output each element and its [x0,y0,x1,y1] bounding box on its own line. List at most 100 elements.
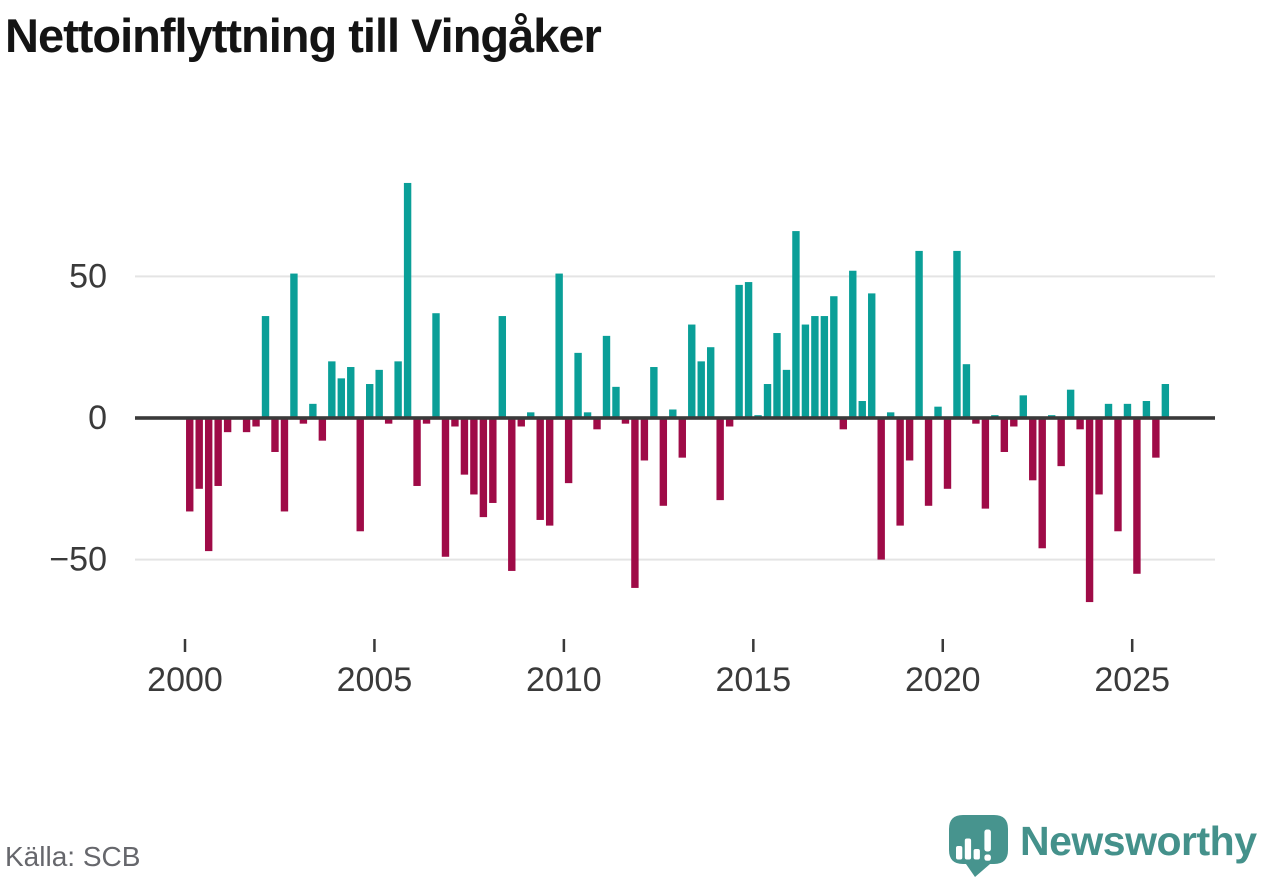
bar-2013Q1 [678,418,686,458]
bar-2022Q2 [1029,418,1037,481]
bar-2009Q1 [527,412,535,418]
bar-2005Q1 [375,369,383,418]
bar-2009Q3 [545,418,554,526]
bar-2015Q3 [773,333,781,418]
bar-2016Q4 [820,316,829,418]
x-tick-mark-2005 [373,639,376,652]
bar-2013Q3 [697,361,705,418]
bar-2007Q1 [451,418,459,427]
bar-2003Q4 [328,361,336,418]
bar-2017Q3 [849,270,857,418]
bar-2002Q2 [271,418,279,452]
bar-2008Q3 [508,418,516,571]
bar-2025Q4 [1161,384,1170,418]
bar-2025Q3 [1152,418,1160,458]
bar-2011Q2 [612,386,620,418]
bar-2004Q1 [337,378,345,418]
bar-2018Q1 [868,293,876,418]
bar-2019Q3 [924,418,933,506]
gridline-y-50 [135,275,1215,278]
bar-2005Q3 [394,361,402,418]
x-tick-mark-2000 [183,639,187,652]
x-tick-label-2000: 2000 [147,661,223,699]
bar-2006Q1 [413,418,421,486]
bar-2015Q4 [782,369,791,418]
bar-2006Q2 [422,418,431,424]
bar-2021Q3 [1000,418,1009,452]
bar-2002Q3 [280,418,289,512]
bar-2000Q2 [195,418,203,489]
bar-2009Q2 [536,418,544,520]
bar-2018Q4 [896,418,904,526]
bar-2021Q1 [981,418,990,509]
bar-2005Q2 [384,418,393,424]
bar-2004Q4 [366,384,374,418]
x-tick-mark-2025 [1130,639,1134,652]
bar-2016Q3 [811,316,819,418]
bar-2014Q2 [725,418,734,427]
bar-2006Q4 [441,418,450,557]
x-tick-mark-2015 [752,639,755,652]
bar-2000Q3 [204,418,213,552]
bar-2012Q3 [659,418,668,506]
bar-2011Q4 [631,418,639,588]
bar-2011Q3 [621,418,630,424]
zero-axis-line [135,416,1215,420]
bar-2020Q4 [972,418,980,424]
bar-2008Q4 [517,418,525,427]
bar-2021Q4 [1010,418,1018,427]
newsworthy-branding: Newsworthy [944,812,1262,879]
bar-2019Q1 [905,418,914,461]
bar-2018Q3 [886,412,895,418]
bar-2020Q2 [953,250,961,418]
x-tick-label-2025: 2025 [1094,661,1170,699]
bar-2012Q4 [669,409,677,418]
bar-2000Q1 [186,418,194,512]
bar-2025Q2 [1142,401,1151,418]
bar-2001Q1 [223,418,232,433]
page-title: Nettoinflyttning till Vingåker [5,9,602,62]
bar-2022Q1 [1019,395,1027,418]
bar-2023Q2 [1066,389,1075,418]
bar-2025Q1 [1133,418,1141,574]
bar-2007Q3 [470,418,478,495]
x-tick-label-2020: 2020 [905,661,981,699]
bar-2008Q2 [498,316,507,418]
bar-2012Q1 [640,418,649,461]
x-tick-label-2005: 2005 [337,661,413,699]
bar-2002Q4 [290,273,298,418]
bar-2024Q1 [1095,418,1103,495]
bar-2015Q2 [763,384,772,418]
x-tick-mark-2020 [941,639,945,652]
bar-2003Q1 [299,418,308,424]
bar-2014Q1 [716,418,724,501]
bar-2020Q3 [962,364,971,418]
bar-2008Q1 [489,418,497,503]
gridline-y--50 [135,558,1215,561]
bar-2005Q4 [403,182,412,418]
bar-2000Q4 [214,418,222,486]
bar-2012Q2 [650,367,658,418]
bar-2003Q2 [309,403,317,418]
bar-2014Q3 [735,284,743,418]
x-tick-label-2010: 2010 [526,661,602,699]
bar-2006Q3 [432,313,440,418]
bar-2022Q3 [1038,418,1046,549]
y-tick-label-50: 50 [69,257,107,295]
bar-2010Q3 [583,412,592,418]
bar-2001Q4 [252,418,260,427]
bar-2016Q2 [801,324,810,418]
bar-2007Q2 [460,418,469,475]
bar-2024Q4 [1123,403,1132,418]
bar-2023Q1 [1057,418,1065,467]
bar-2019Q4 [934,406,942,418]
y-tick-label-0: 0 [88,399,107,437]
bar-2007Q4 [479,418,488,518]
bar-2024Q3 [1114,418,1122,532]
x-tick-label-2015: 2015 [715,661,791,699]
bar-2013Q2 [688,324,696,418]
bar-2020Q1 [943,418,952,489]
bar-2003Q3 [318,418,327,441]
newsworthy-wordmark: Newsworthy [1020,818,1257,864]
